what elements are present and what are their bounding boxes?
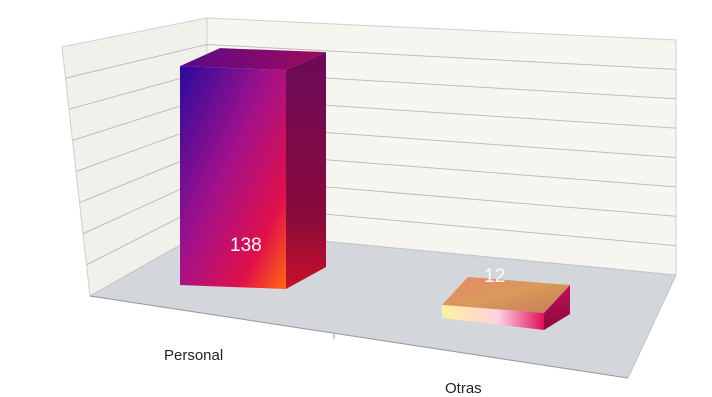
floor-front-edge [89, 295, 629, 379]
bar-side-otras [544, 284, 570, 330]
bar-side-personal [286, 52, 326, 289]
data-label-personal: 138 [230, 235, 262, 256]
gridline [206, 44, 677, 70]
category-label-otras: Otras [445, 380, 482, 397]
gridline [65, 44, 208, 79]
bars [180, 48, 570, 330]
bar-top-personal [180, 48, 326, 71]
category-label-personal: Personal [164, 347, 223, 364]
bar-top-otras [442, 276, 570, 313]
bar-otras [442, 304, 544, 330]
data-label-otras: 12 [484, 266, 505, 287]
bar-personal [180, 66, 286, 289]
